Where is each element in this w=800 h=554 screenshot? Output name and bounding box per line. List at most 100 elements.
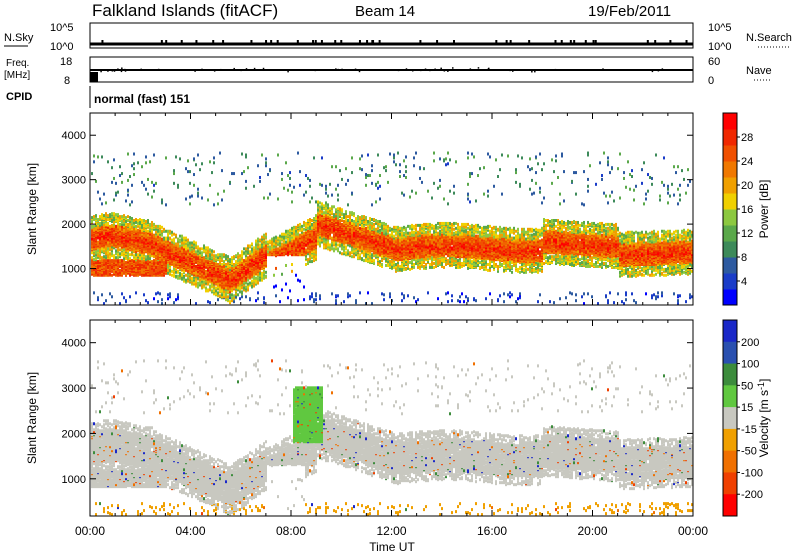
- power-cell: [315, 225, 317, 229]
- power-cell: [277, 197, 279, 201]
- power-cell: [355, 253, 357, 257]
- freq-dot: [349, 69, 352, 71]
- power-cell: [141, 260, 143, 264]
- power-cell: [291, 235, 293, 239]
- power-cell: [335, 299, 337, 303]
- power-cell: [285, 282, 287, 286]
- power-cell: [123, 260, 125, 264]
- power-cell: [345, 251, 347, 255]
- power-cell: [161, 233, 163, 237]
- power-cell: [359, 229, 361, 233]
- power-cell: [187, 170, 189, 174]
- power-cell: [187, 244, 189, 248]
- power-cell: [175, 256, 177, 260]
- power-cell: [373, 222, 375, 226]
- power-cell: [287, 244, 289, 248]
- power-cell: [119, 255, 121, 259]
- power-cell: [147, 254, 149, 258]
- power-cell: [249, 244, 251, 248]
- power-cell: [133, 220, 135, 224]
- power-cell: [107, 259, 109, 263]
- power-cell: [149, 266, 151, 270]
- power-cell: [335, 165, 337, 169]
- power-cell: [343, 213, 345, 217]
- power-cell: [265, 232, 267, 236]
- power-cell: [285, 232, 287, 236]
- power-cell: [357, 249, 359, 253]
- power-cell: [165, 267, 167, 271]
- power-cell: [313, 224, 315, 228]
- power-cell: [119, 174, 121, 178]
- nsky-spike: [180, 40, 183, 44]
- power-cell: [161, 272, 163, 276]
- power-cell: [157, 246, 159, 250]
- power-cell: [291, 190, 293, 194]
- power-cell: [331, 212, 333, 216]
- power-cell: [145, 234, 147, 238]
- power-cell: [139, 236, 141, 240]
- freq-dot: [140, 68, 142, 71]
- power-cell: [353, 255, 355, 259]
- freq-dot: [424, 68, 427, 70]
- power-cell: [107, 218, 109, 222]
- power-cell: [217, 192, 219, 196]
- power-cell: [303, 231, 305, 235]
- power-cell: [335, 294, 337, 298]
- power-cell: [159, 272, 161, 276]
- power-cell: [95, 239, 97, 243]
- power-cell: [305, 221, 307, 225]
- power-cell: [143, 264, 145, 268]
- power-cell: [199, 253, 201, 257]
- power-cell: [339, 219, 341, 222]
- power-cell: [167, 229, 169, 233]
- power-cell: [235, 260, 237, 264]
- power-cell: [215, 262, 217, 266]
- power-cell: [371, 218, 373, 222]
- power-cell: [131, 259, 133, 263]
- power-cell: [271, 248, 273, 252]
- freq-dot: [661, 68, 664, 70]
- power-cell: [329, 246, 331, 250]
- power-cell: [111, 212, 113, 216]
- freq-dot: [657, 69, 660, 72]
- power-cell: [185, 266, 187, 270]
- power-cell: [341, 208, 343, 212]
- power-cell: [345, 215, 347, 219]
- power-cell: [335, 212, 337, 216]
- power-cell: [359, 157, 361, 161]
- power-cell: [97, 155, 99, 159]
- power-cell: [181, 237, 183, 241]
- power-cell: [359, 222, 361, 226]
- freq-dot: [447, 70, 449, 72]
- power-cell: [309, 239, 311, 243]
- power-cell: [95, 214, 97, 218]
- power-cell: [201, 279, 203, 283]
- power-cell: [117, 253, 119, 257]
- power-cell: [199, 278, 201, 282]
- power-cell: [263, 196, 265, 200]
- power-cell: [125, 225, 127, 229]
- freq-start-block: [90, 72, 98, 82]
- power-cell: [95, 250, 97, 254]
- power-cell: [109, 217, 111, 221]
- power-cell: [93, 160, 95, 164]
- power-cell: [341, 219, 343, 222]
- power-cell: [355, 251, 357, 255]
- power-cell: [139, 257, 141, 261]
- power-cell: [259, 273, 261, 277]
- power-cell: [371, 164, 373, 168]
- power-cell: [171, 238, 173, 242]
- power-cell: [133, 162, 135, 166]
- power-cell: [243, 280, 245, 284]
- power-cell: [223, 293, 225, 297]
- power-cell: [293, 232, 295, 236]
- power-cell: [121, 259, 123, 263]
- power-cell: [233, 263, 235, 266]
- power-cell: [137, 228, 139, 232]
- power-cell: [323, 211, 325, 215]
- power-cell: [131, 217, 133, 221]
- freq-label-1: Freq.: [6, 58, 29, 69]
- power-cell: [299, 170, 301, 174]
- power-cell: [261, 235, 263, 239]
